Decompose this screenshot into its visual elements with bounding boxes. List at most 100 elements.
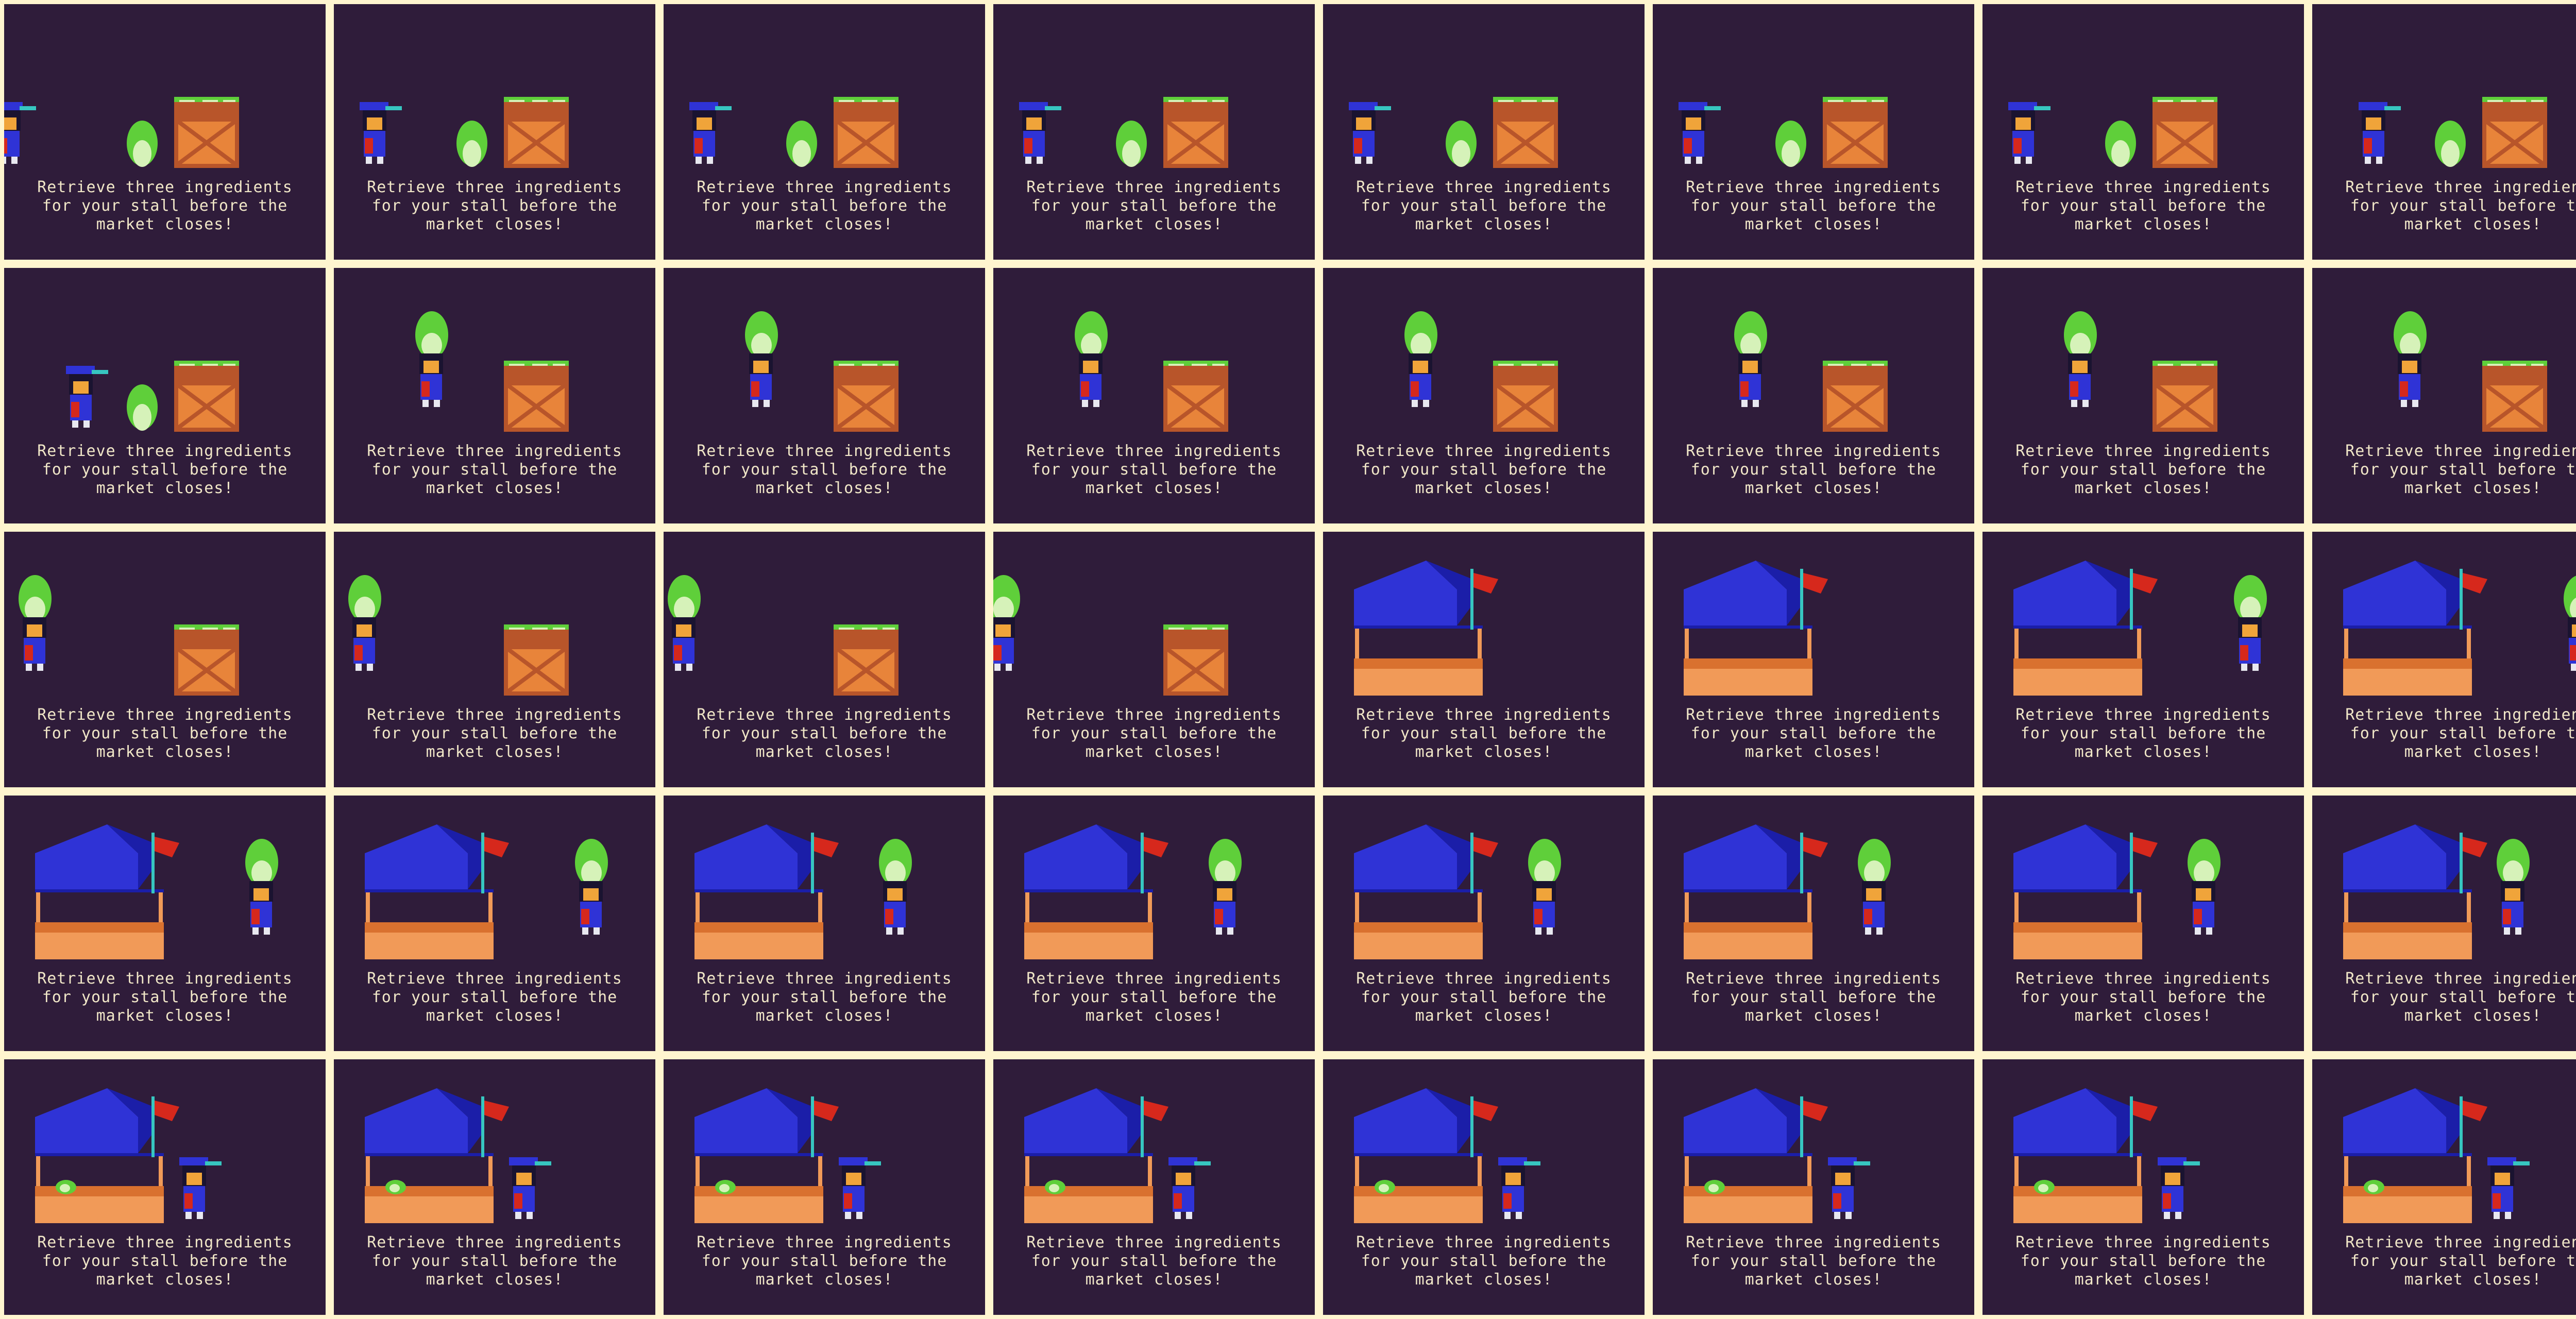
market-stall-icon	[2343, 561, 2487, 696]
player-character	[2064, 311, 2097, 407]
scene	[668, 575, 899, 696]
player-character	[668, 575, 701, 671]
player-character	[1168, 1157, 1211, 1219]
player-character	[1209, 839, 1242, 935]
animation-frame: Retrieve three ingredients for your stal…	[334, 532, 655, 787]
player-character	[66, 366, 108, 428]
scene	[2343, 561, 2576, 696]
instruction-caption: Retrieve three ingredients for your stal…	[1356, 970, 1612, 1025]
instruction-caption: Retrieve three ingredients for your stal…	[2345, 178, 2576, 233]
animation-frame: Retrieve three ingredients for your stal…	[2312, 4, 2576, 260]
cabbage-icon	[1775, 121, 1806, 167]
scene	[694, 824, 912, 959]
player-character	[2008, 102, 2050, 164]
delivered-cabbage-icon	[1704, 1180, 1725, 1194]
delivered-cabbage-icon	[1375, 1180, 1395, 1194]
player-character	[1828, 1157, 1870, 1219]
cabbage-icon	[456, 121, 487, 167]
instruction-caption: Retrieve three ingredients for your stal…	[367, 1233, 622, 1289]
instruction-caption: Retrieve three ingredients for your stal…	[1356, 178, 1612, 233]
instruction-caption: Retrieve three ingredients for your stal…	[1686, 442, 1941, 497]
crate-icon	[2153, 97, 2217, 168]
scene	[689, 97, 899, 168]
scene	[745, 311, 899, 432]
instruction-caption: Retrieve three ingredients for your stal…	[1686, 178, 1941, 233]
animation-frame: Retrieve three ingredients for your stal…	[664, 532, 985, 787]
player-character	[415, 311, 448, 407]
scene	[1075, 311, 1228, 432]
scene	[694, 1088, 881, 1223]
carried-cabbage-icon	[19, 575, 52, 622]
instruction-caption: Retrieve three ingredients for your stal…	[37, 970, 293, 1025]
scene	[1019, 97, 1228, 168]
scene	[2013, 561, 2267, 696]
scene	[2064, 311, 2217, 432]
market-stall-icon	[1354, 1088, 1498, 1223]
animation-frame: Retrieve three ingredients for your stal…	[4, 796, 326, 1051]
player-character	[2158, 1157, 2200, 1219]
instruction-caption: Retrieve three ingredients for your stal…	[367, 706, 622, 761]
animation-frame: Retrieve three ingredients for your stal…	[993, 532, 1315, 787]
scene	[1684, 1088, 1870, 1223]
carried-cabbage-icon	[1734, 311, 1767, 359]
animation-frame: Retrieve three ingredients for your stal…	[2312, 532, 2576, 787]
market-stall-icon	[1354, 561, 1498, 696]
cabbage-icon	[1116, 121, 1147, 167]
crate-icon	[2482, 361, 2547, 432]
animation-frame: Retrieve three ingredients for your stal…	[334, 268, 655, 523]
animation-frame: Retrieve three ingredients for your stal…	[664, 1059, 985, 1315]
instruction-caption: Retrieve three ingredients for your stal…	[697, 1233, 952, 1289]
scene	[2343, 824, 2530, 959]
instruction-caption: Retrieve three ingredients for your stal…	[37, 1233, 293, 1289]
animation-frame: Retrieve three ingredients for your stal…	[1323, 796, 1645, 1051]
animation-frame: Retrieve three ingredients for your stal…	[1323, 268, 1645, 523]
carried-cabbage-icon	[1075, 311, 1108, 359]
market-stall-icon	[35, 1088, 179, 1223]
market-stall-icon	[2013, 1088, 2158, 1223]
carried-cabbage-icon	[1404, 311, 1437, 359]
instruction-caption: Retrieve three ingredients for your stal…	[367, 178, 622, 233]
carried-cabbage-icon	[2564, 576, 2576, 622]
animation-frame: Retrieve three ingredients for your stal…	[1323, 1059, 1645, 1315]
crate-icon	[2153, 361, 2217, 432]
animation-frame: Retrieve three ingredients for your stal…	[2312, 796, 2576, 1051]
animation-frame: Retrieve three ingredients for your stal…	[4, 4, 326, 260]
player-character	[689, 102, 732, 164]
carried-cabbage-icon	[1528, 839, 1561, 886]
carried-cabbage-icon	[415, 311, 448, 359]
scene	[1354, 561, 1498, 696]
carried-cabbage-icon	[2394, 311, 2427, 359]
cabbage-icon	[2435, 121, 2466, 167]
scene	[360, 97, 569, 168]
player-character	[1019, 102, 1061, 164]
crate-icon	[1163, 361, 1228, 432]
animation-frame: Retrieve three ingredients for your stal…	[1653, 268, 1974, 523]
instruction-caption: Retrieve three ingredients for your stal…	[2345, 970, 2576, 1025]
delivered-cabbage-icon	[1045, 1180, 1065, 1194]
scene	[1684, 824, 1891, 959]
scene	[365, 824, 608, 959]
scene	[1734, 311, 1888, 432]
player-character	[1734, 311, 1767, 407]
instruction-caption: Retrieve three ingredients for your stal…	[1356, 1233, 1612, 1289]
scene	[1349, 97, 1558, 168]
carried-cabbage-icon	[2497, 839, 2530, 886]
animation-frame: Retrieve three ingredients for your stal…	[2312, 1059, 2576, 1315]
carried-cabbage-icon	[245, 839, 278, 886]
scene	[2359, 97, 2547, 168]
player-character	[1858, 839, 1891, 935]
player-character	[575, 839, 608, 935]
player-character	[348, 575, 381, 671]
animation-frame: Retrieve three ingredients for your stal…	[1653, 532, 1974, 787]
instruction-caption: Retrieve three ingredients for your stal…	[2345, 442, 2576, 497]
instruction-caption: Retrieve three ingredients for your stal…	[2015, 706, 2271, 761]
crate-icon	[174, 624, 239, 696]
market-stall-icon	[1354, 824, 1498, 959]
player-character	[993, 575, 1020, 671]
animation-frame: Retrieve three ingredients for your stal…	[334, 4, 655, 260]
scene	[2343, 1088, 2530, 1223]
scene	[2013, 1088, 2200, 1223]
animation-frame: Retrieve three ingredients for your stal…	[1982, 532, 2304, 787]
player-character	[2234, 575, 2267, 671]
scene	[415, 311, 569, 432]
